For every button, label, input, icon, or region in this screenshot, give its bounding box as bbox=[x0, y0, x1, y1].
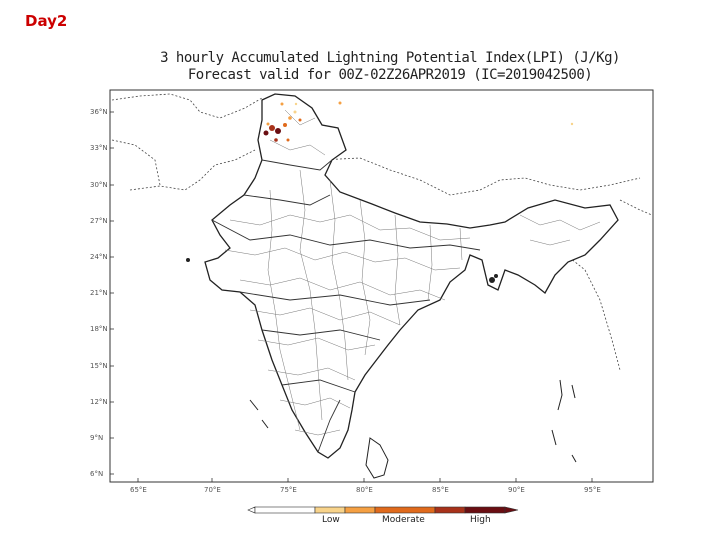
lon-ticks bbox=[137, 478, 593, 482]
state-boundaries bbox=[211, 159, 481, 453]
colorbar-label-high: High bbox=[470, 515, 491, 525]
lat-label: 24°N bbox=[90, 253, 108, 261]
lat-label: 15°N bbox=[90, 362, 108, 370]
lon-label: 95°E bbox=[584, 486, 601, 494]
lat-label: 21°N bbox=[90, 289, 108, 297]
lon-label: 85°E bbox=[432, 486, 449, 494]
india-outline bbox=[204, 93, 619, 459]
colorbar bbox=[247, 506, 519, 514]
lat-label: 33°N bbox=[90, 144, 108, 152]
lon-label: 80°E bbox=[356, 486, 373, 494]
lightning-spot bbox=[570, 122, 574, 126]
lon-label: 75°E bbox=[280, 486, 297, 494]
chart-title: 3 hourly Accumulated Lightning Potential… bbox=[160, 50, 620, 66]
day-label: Day2 bbox=[25, 12, 68, 30]
lightning-hotspot-kashmir bbox=[263, 102, 302, 142]
sri-lanka bbox=[365, 437, 389, 479]
lat-label: 9°N bbox=[90, 434, 104, 442]
lat-label: 27°N bbox=[90, 217, 108, 225]
district-boundaries bbox=[224, 109, 601, 436]
lat-label: 36°N bbox=[90, 108, 108, 116]
colorbar-label-moderate: Moderate bbox=[382, 515, 425, 525]
chart-subtitle: Forecast valid for 00Z-02Z26APR2019 (IC=… bbox=[187, 67, 593, 83]
lon-label: 90°E bbox=[508, 486, 525, 494]
lon-label: 70°E bbox=[204, 486, 221, 494]
colorbar-label-low: Low bbox=[322, 515, 340, 525]
islands bbox=[249, 379, 577, 463]
lat-ticks bbox=[110, 111, 114, 475]
lat-label: 30°N bbox=[90, 181, 108, 189]
lat-label: 12°N bbox=[90, 398, 108, 406]
lat-label: 18°N bbox=[90, 325, 108, 333]
lightning-hotspot-bangladesh bbox=[186, 258, 498, 283]
lon-label: 65°E bbox=[130, 486, 147, 494]
lightning-spot bbox=[338, 101, 342, 105]
lat-label: 6°N bbox=[90, 470, 104, 478]
